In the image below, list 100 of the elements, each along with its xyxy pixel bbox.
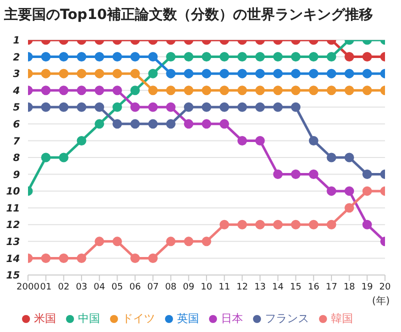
- point: [41, 152, 51, 162]
- x-tick-label: 13: [254, 282, 266, 292]
- point: [130, 86, 140, 96]
- point: [220, 220, 230, 230]
- point: [112, 236, 122, 246]
- point: [130, 119, 140, 129]
- point: [130, 68, 140, 78]
- point: [273, 220, 283, 230]
- x-tick-label: 01: [40, 282, 52, 292]
- point: [308, 136, 318, 146]
- x-tick-label: 18: [344, 282, 356, 292]
- point: [112, 86, 122, 96]
- point: [326, 186, 336, 196]
- point: [148, 119, 158, 129]
- point: [112, 119, 122, 129]
- point: [362, 68, 372, 78]
- point: [344, 152, 354, 162]
- point: [112, 68, 122, 78]
- point: [148, 86, 158, 96]
- point: [308, 52, 318, 62]
- legend-label: 中国: [78, 312, 100, 325]
- y-tick-label: 13: [6, 236, 20, 248]
- point: [166, 68, 176, 78]
- point: [76, 102, 86, 112]
- point: [166, 119, 176, 129]
- point: [308, 68, 318, 78]
- point: [58, 102, 68, 112]
- y-tick-label: 3: [13, 69, 20, 80]
- x-tick-label: 11: [218, 282, 230, 292]
- point: [166, 52, 176, 62]
- point: [344, 186, 354, 196]
- point: [76, 253, 86, 263]
- point: [130, 253, 140, 263]
- point: [112, 52, 122, 62]
- point: [94, 86, 104, 96]
- y-tick-label: 12: [6, 220, 20, 232]
- point: [237, 102, 247, 112]
- y-tick-label: 1: [13, 36, 20, 47]
- point: [41, 102, 51, 112]
- point: [220, 119, 230, 129]
- x-tick-label: 2000: [16, 282, 40, 292]
- point: [58, 86, 68, 96]
- point: [94, 102, 104, 112]
- x-tick-label: 17: [326, 282, 338, 292]
- y-tick-label: 15: [6, 270, 20, 282]
- point: [58, 52, 68, 62]
- point: [130, 52, 140, 62]
- point: [148, 102, 158, 112]
- point: [273, 170, 283, 180]
- point: [291, 170, 300, 180]
- chart-title: 主要国のTop10補正論文数（分数）の世界ランキング推移: [4, 6, 373, 24]
- point: [273, 52, 283, 62]
- point: [41, 86, 51, 96]
- point: [41, 68, 51, 78]
- point: [166, 102, 176, 112]
- point: [237, 86, 247, 96]
- point: [362, 170, 372, 180]
- point: [94, 68, 104, 78]
- point: [94, 119, 104, 129]
- legend-label: フランス: [265, 312, 309, 325]
- point: [237, 136, 247, 146]
- y-tick-label: 10: [6, 186, 20, 198]
- point: [220, 86, 230, 96]
- point: [326, 52, 336, 62]
- point: [237, 220, 247, 230]
- point: [58, 68, 68, 78]
- point: [220, 68, 230, 78]
- x-tick-label: 03: [76, 282, 88, 292]
- x-tick-label: 07: [147, 282, 159, 292]
- x-tick-label: 09: [182, 282, 195, 292]
- point: [184, 52, 194, 62]
- point: [326, 220, 336, 230]
- point: [344, 203, 354, 213]
- point: [362, 186, 372, 196]
- y-tick-label: 14: [6, 254, 20, 265]
- y-tick-label: 4: [12, 86, 20, 97]
- legend-label: 英国: [177, 312, 199, 325]
- point: [255, 102, 265, 112]
- point: [58, 152, 68, 162]
- y-tick-label: 7: [13, 136, 20, 148]
- point: [202, 102, 212, 112]
- point: [148, 253, 158, 263]
- point: [94, 52, 104, 62]
- point: [237, 52, 247, 62]
- point: [326, 152, 336, 162]
- point: [291, 52, 300, 62]
- point: [76, 52, 86, 62]
- point: [362, 86, 372, 96]
- point: [291, 68, 300, 78]
- point: [202, 86, 212, 96]
- x-tick-label: 16: [308, 282, 320, 292]
- point: [184, 236, 194, 246]
- point: [184, 119, 194, 129]
- point: [326, 86, 336, 96]
- point: [166, 236, 176, 246]
- point: [184, 102, 194, 112]
- x-tick-label: 04: [94, 282, 106, 292]
- y-tick-label: 11: [6, 203, 20, 214]
- point: [273, 86, 283, 96]
- x-tick-label: 19: [361, 282, 374, 292]
